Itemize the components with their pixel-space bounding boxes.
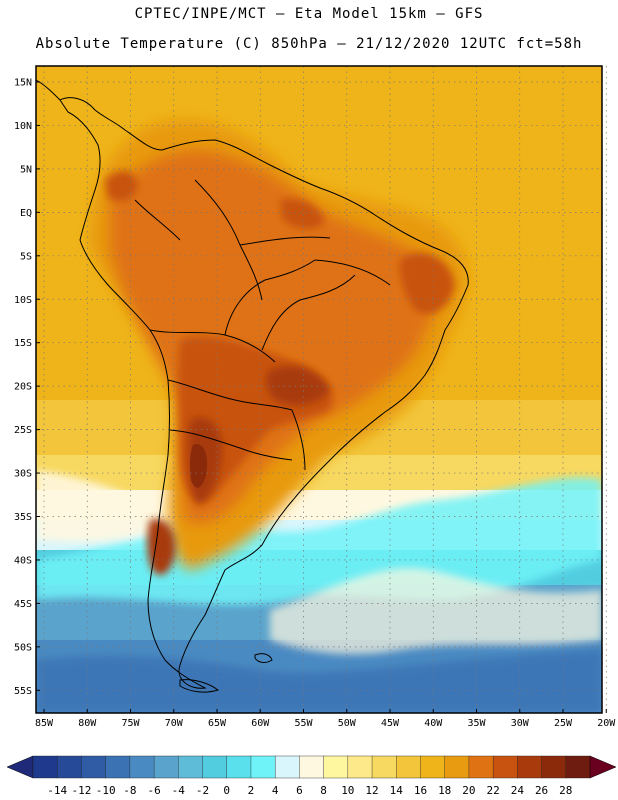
latitude-label: 15S bbox=[14, 338, 32, 349]
colorbar-label: -6 bbox=[147, 784, 160, 797]
colorbar-label: 10 bbox=[341, 784, 354, 797]
longitude-label: 35W bbox=[467, 718, 486, 729]
colorbar-swatch bbox=[178, 755, 204, 779]
longitude-label: 40W bbox=[424, 718, 443, 729]
latitude-label: 10N bbox=[14, 121, 32, 132]
colorbar-label: 24 bbox=[511, 784, 525, 797]
colorbar-label: -4 bbox=[172, 784, 186, 797]
colorbar-label: 18 bbox=[438, 784, 451, 797]
colorbar-label: 0 bbox=[223, 784, 230, 797]
lat-lon-grid bbox=[36, 66, 607, 713]
colorbar-swatch bbox=[299, 755, 325, 779]
cold-tongue bbox=[36, 477, 602, 605]
colorbar-swatch bbox=[57, 755, 83, 779]
colorbar-swatch bbox=[541, 755, 567, 779]
latitude-label: 25S bbox=[14, 425, 32, 436]
colorbar-swatch bbox=[105, 755, 131, 779]
latitude-labels: 15N 10N 5N EQ 5S 10S 15S 20S 25S 30S 35S 40S 45S 50S 5… bbox=[14, 78, 40, 697]
colorbar-label: -2 bbox=[196, 784, 209, 797]
colorbar-label: -14 bbox=[47, 784, 67, 797]
latitude-label: 40S bbox=[14, 555, 32, 566]
colorbar-swatch bbox=[347, 755, 373, 779]
longitude-label: 20W bbox=[597, 718, 616, 729]
colorbar-labels: -14 -12 -10 -8 -6 -4 -2 0 2 4 6 8 10 12 14 16 18 20 22 24 26… bbox=[47, 784, 572, 797]
longitude-label: 30W bbox=[511, 718, 530, 729]
colorbar-swatch bbox=[492, 755, 518, 779]
colorbar-swatch bbox=[323, 755, 349, 779]
longitude-labels: 85W 80W 75W 70W 65W 60W 55W 50W 45W 40W 35W 30W 25W 2… bbox=[35, 709, 616, 729]
map-title-line-2: Absolute Temperature (C) 850hPa – 21/12/… bbox=[35, 36, 583, 52]
latitude-label: 5S bbox=[20, 251, 32, 262]
colorbar-swatch bbox=[274, 755, 300, 779]
temperature-field bbox=[36, 66, 602, 713]
longitude-label: 65W bbox=[208, 718, 227, 729]
colorbar-swatch bbox=[226, 755, 252, 779]
colorbar-label: -8 bbox=[123, 784, 136, 797]
colorbar-label: 16 bbox=[414, 784, 427, 797]
colorbar-label: 26 bbox=[535, 784, 548, 797]
colorbar-label: 8 bbox=[320, 784, 327, 797]
longitude-label: 80W bbox=[78, 718, 97, 729]
latitude-label: 50S bbox=[14, 642, 32, 653]
colorbar-label: 14 bbox=[390, 784, 404, 797]
latitude-label: 45S bbox=[14, 599, 32, 610]
latitude-label: 15N bbox=[14, 78, 32, 89]
map-frame bbox=[35, 65, 603, 714]
colorbar-label: 6 bbox=[296, 784, 303, 797]
latitude-label: 5N bbox=[20, 164, 32, 175]
longitude-label: 75W bbox=[121, 718, 140, 729]
colorbar-swatch bbox=[565, 755, 591, 779]
colorbar-label: 4 bbox=[272, 784, 279, 797]
latitude-label: 10S bbox=[14, 295, 32, 306]
colorbar-label: 12 bbox=[365, 784, 378, 797]
longitude-label: 45W bbox=[381, 718, 400, 729]
colorbar-label: 28 bbox=[559, 784, 572, 797]
colorbar-swatch bbox=[81, 755, 107, 779]
warm-tongue bbox=[270, 568, 602, 655]
longitude-label: 60W bbox=[251, 718, 270, 729]
latitude-label: 55S bbox=[14, 686, 32, 697]
colorbar-label: 22 bbox=[487, 784, 500, 797]
colorbar-swatch bbox=[250, 755, 276, 779]
colorbar-label: 2 bbox=[248, 784, 255, 797]
coastlines bbox=[35, 79, 469, 693]
longitude-label: 50W bbox=[338, 718, 357, 729]
colorbar-label: -12 bbox=[71, 784, 91, 797]
colorbar-swatch bbox=[202, 755, 228, 779]
colorbar-swatch bbox=[32, 755, 58, 779]
latitude-label: 30S bbox=[14, 469, 32, 480]
longitude-label: 55W bbox=[294, 718, 313, 729]
colorbar bbox=[6, 755, 617, 779]
cold-south-band bbox=[36, 650, 602, 713]
latitude-label: EQ bbox=[20, 208, 32, 219]
colorbar-swatch bbox=[420, 755, 446, 779]
colorbar-label: -10 bbox=[96, 784, 116, 797]
colorbar-swatch bbox=[468, 755, 494, 779]
longitude-label: 70W bbox=[165, 718, 184, 729]
colorbar-swatch bbox=[129, 755, 155, 779]
longitude-label: 25W bbox=[554, 718, 573, 729]
colorbar-high-arrow bbox=[589, 755, 617, 779]
colorbar-low-arrow bbox=[6, 755, 34, 779]
colorbar-swatch bbox=[371, 755, 397, 779]
latitude-label: 20S bbox=[14, 382, 32, 393]
map-title-line-1: CPTEC/INPE/MCT – Eta Model 15km – GFS bbox=[134, 6, 484, 22]
pacific-cool-patch bbox=[36, 470, 170, 542]
colorbar-swatch bbox=[396, 755, 422, 779]
colorbar-swatch bbox=[444, 755, 470, 779]
longitude-label: 85W bbox=[35, 718, 54, 729]
colorbar-label: 20 bbox=[462, 784, 475, 797]
latitude-label: 35S bbox=[14, 512, 32, 523]
colorbar-swatch bbox=[153, 755, 179, 779]
colorbar-swatch bbox=[517, 755, 543, 779]
